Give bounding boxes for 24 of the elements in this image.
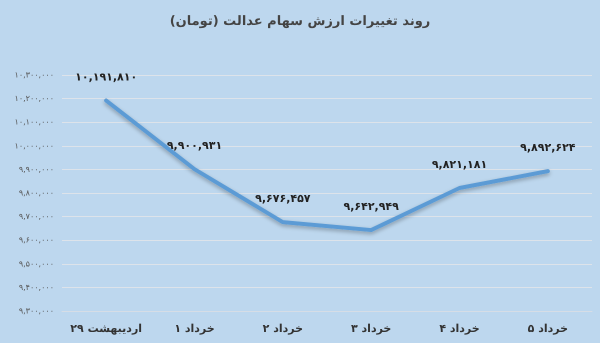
y-tick-label: ۹,۶۰۰,۰۰۰ xyxy=(18,236,54,245)
data-label: ۹,۸۹۲,۶۲۴ xyxy=(520,141,576,154)
y-tick-label: ۹,۳۰۰,۰۰۰ xyxy=(18,306,54,316)
x-tick-label: ۲۹ اردیبهشت xyxy=(70,322,142,335)
y-tick-label: ۱۰,۲۰۰,۰۰۰ xyxy=(14,94,54,104)
x-tick-label: ۲ خرداد xyxy=(262,322,304,335)
y-tick-label: ۹,۹۰۰,۰۰۰ xyxy=(18,164,54,174)
data-label: ۱۰,۱۹۱,۸۱۰ xyxy=(75,70,138,84)
y-tick-label: ۹,۵۰۰,۰۰۰ xyxy=(18,259,54,268)
y-tick-label: ۹,۷۰۰,۰۰۰ xyxy=(18,212,54,222)
y-tick-label: ۱۰,۱۰۰,۰۰۰ xyxy=(14,118,54,127)
data-label: ۹,۸۲۱,۱۸۱ xyxy=(432,158,488,171)
data-label: ۹,۹۰۰,۹۳۱ xyxy=(166,139,222,152)
x-tick-label: ۳ خرداد xyxy=(350,322,392,335)
data-label: ۹,۶۷۶,۴۵۷ xyxy=(255,192,311,206)
y-tick-label: ۹,۴۰۰,۰۰۰ xyxy=(18,282,54,292)
data-label: ۹,۶۴۲,۹۴۹ xyxy=(343,200,400,214)
y-tick-label: ۹,۸۰۰,۰۰۰ xyxy=(18,188,54,198)
x-tick-label: ۱ خرداد xyxy=(174,322,215,335)
x-tick-label: ۵ خرداد xyxy=(528,322,568,335)
y-tick-label: ۱۰,۰۰۰,۰۰۰ xyxy=(14,141,54,150)
chart-title: روند تغییرات ارزش سهام عدالت (تومان) xyxy=(170,14,430,29)
x-tick-label: ۴ خرداد xyxy=(439,322,480,335)
y-tick-label: ۱۰,۳۰۰,۰۰۰ xyxy=(14,70,54,80)
